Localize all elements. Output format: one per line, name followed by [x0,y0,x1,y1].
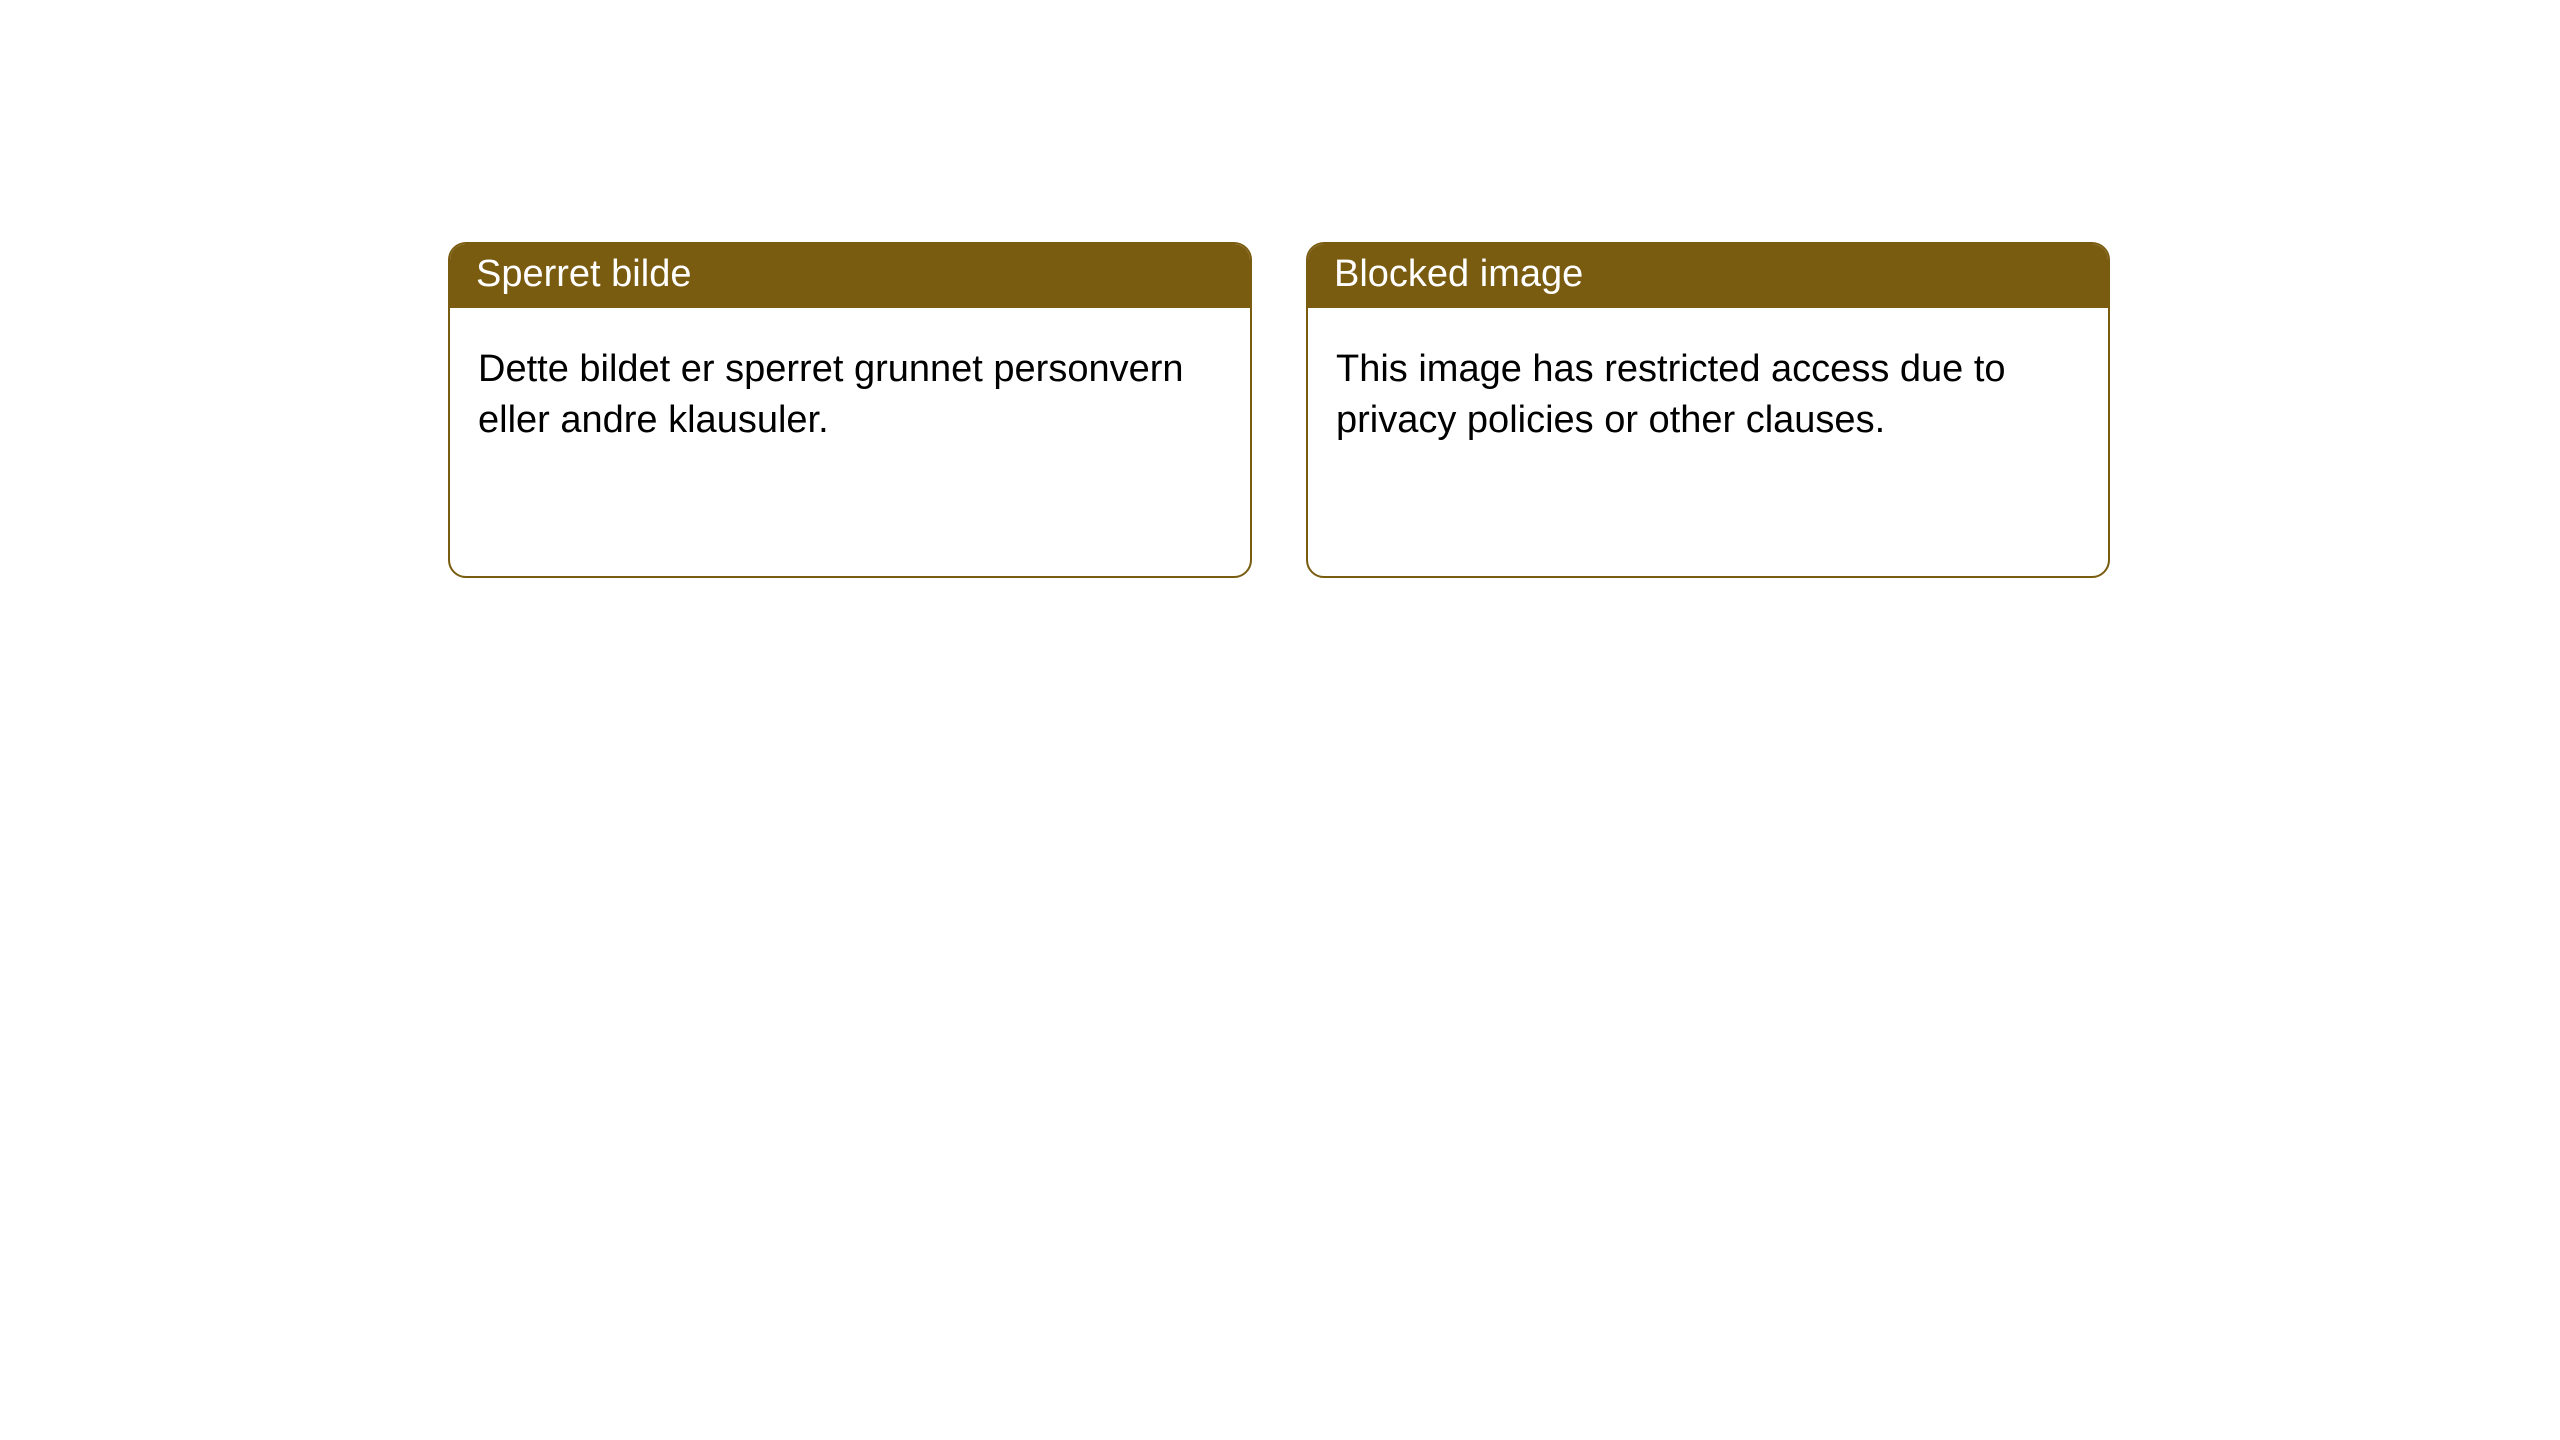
notice-header: Sperret bilde [450,244,1250,308]
notice-card-english: Blocked image This image has restricted … [1306,242,2110,578]
notice-header: Blocked image [1308,244,2108,308]
notice-body: This image has restricted access due to … [1308,308,2108,475]
notice-container: Sperret bilde Dette bildet er sperret gr… [0,0,2560,578]
notice-body: Dette bildet er sperret grunnet personve… [450,308,1250,475]
notice-card-norwegian: Sperret bilde Dette bildet er sperret gr… [448,242,1252,578]
